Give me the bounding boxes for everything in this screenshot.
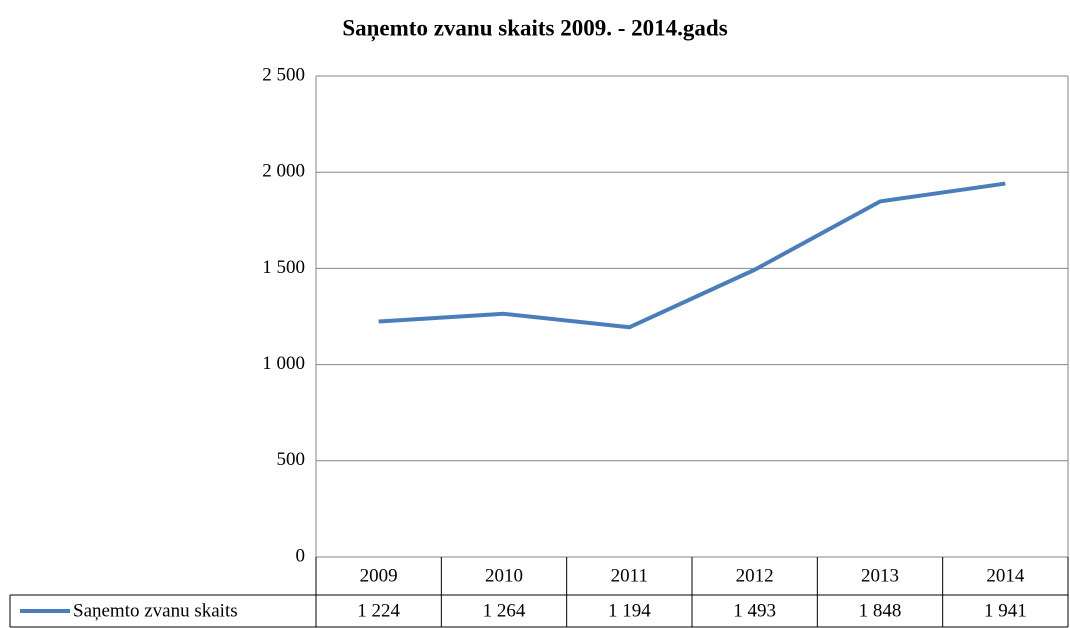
x-tick-label: 2011: [611, 565, 648, 586]
y-tick-label: 2 000: [262, 161, 305, 182]
table-value: 1 264: [483, 600, 526, 621]
x-tick-label: 2009: [360, 565, 398, 586]
y-tick-label: 1 500: [262, 257, 305, 278]
x-tick-label: 2014: [986, 565, 1025, 586]
table-value: 1 224: [357, 600, 400, 621]
chart-title: Saņemto zvanu skaits 2009. - 2014.gads: [342, 15, 727, 42]
y-tick-label: 500: [277, 449, 306, 470]
y-tick-label: 0: [296, 545, 306, 566]
legend-label: Saņemto zvanu skaits: [73, 600, 238, 621]
y-tick-label: 2 500: [262, 64, 305, 85]
x-tick-label: 2013: [861, 565, 899, 586]
table-value: 1 194: [608, 600, 651, 621]
table-value: 1 941: [984, 600, 1027, 621]
y-tick-label: 1 000: [262, 353, 305, 374]
x-tick-label: 2010: [485, 565, 523, 586]
table-value: 1 493: [733, 600, 776, 621]
x-tick-label: 2012: [736, 565, 774, 586]
series-line: [378, 181, 1006, 330]
table-value: 1 848: [859, 600, 902, 621]
